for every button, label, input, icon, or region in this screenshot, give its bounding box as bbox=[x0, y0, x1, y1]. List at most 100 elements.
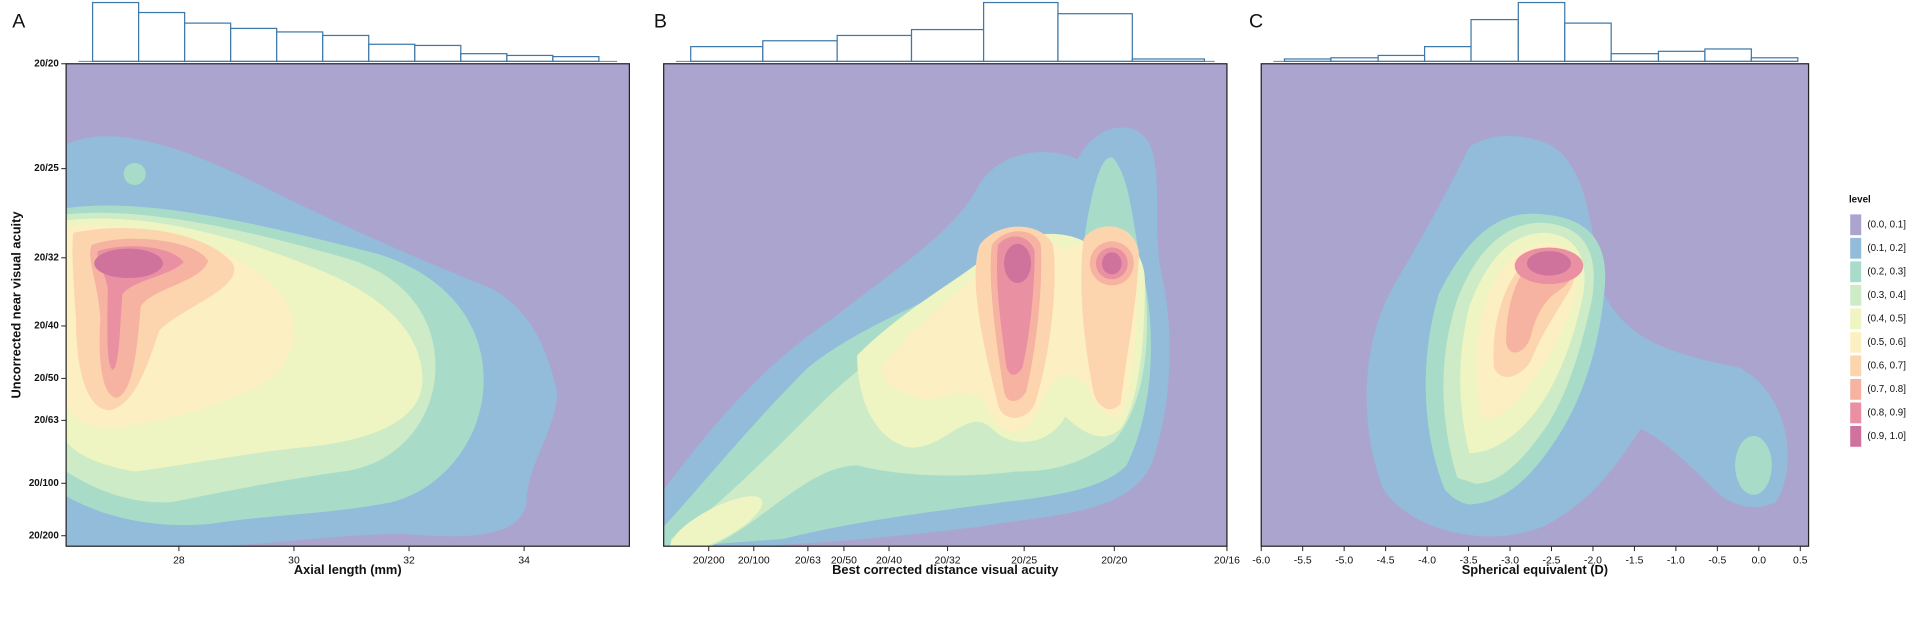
legend-label: (0.0, 0.1] bbox=[1867, 219, 1906, 230]
x-tick-label: 20/25 bbox=[1011, 556, 1037, 567]
hist-bar bbox=[1377, 54, 1426, 62]
x-tick-label: 20/40 bbox=[876, 556, 902, 567]
hist-bar bbox=[910, 28, 985, 62]
plot-frame bbox=[1260, 63, 1810, 547]
legend-swatch bbox=[1850, 355, 1862, 377]
legend-title: level bbox=[1849, 194, 1871, 205]
legend-swatch bbox=[1850, 261, 1862, 283]
x-tick-label: -6.0 bbox=[1252, 556, 1270, 567]
x-tick-label: 20/16 bbox=[1214, 556, 1240, 567]
plot-frame bbox=[65, 63, 630, 547]
hist-bar bbox=[460, 53, 508, 62]
hist-bar bbox=[230, 27, 278, 62]
x-tick-label: -2.5 bbox=[1543, 556, 1561, 567]
plot-frame bbox=[663, 63, 1228, 547]
legend-label: (0.1, 0.2] bbox=[1867, 243, 1906, 254]
legend-swatch bbox=[1850, 237, 1862, 259]
hist-bar bbox=[1470, 18, 1519, 62]
hist-bar bbox=[138, 11, 186, 62]
hist-bar bbox=[982, 1, 1059, 62]
hist-bar bbox=[322, 34, 370, 62]
contour bbox=[1735, 436, 1772, 495]
x-tick-label: -5.0 bbox=[1335, 556, 1353, 567]
legend-swatch bbox=[1850, 402, 1862, 424]
density-contours bbox=[66, 63, 630, 547]
hist-bar bbox=[414, 44, 462, 62]
x-axis-label: Axial length (mm) bbox=[294, 562, 402, 577]
y-tick-label: 20/20 bbox=[34, 58, 59, 69]
x-tick-label: 34 bbox=[518, 556, 530, 567]
contour bbox=[1102, 252, 1122, 275]
x-tick-label: 20/63 bbox=[795, 556, 821, 567]
y-tick-label: 20/63 bbox=[34, 415, 59, 426]
legend-label: (0.8, 0.9] bbox=[1867, 407, 1906, 418]
x-tick-label: 0.0 bbox=[1752, 556, 1767, 567]
hist-bar bbox=[1564, 22, 1612, 62]
legend-label: (0.5, 0.6] bbox=[1867, 337, 1906, 348]
legend-label: (0.4, 0.5] bbox=[1867, 313, 1906, 324]
hist-bar bbox=[1330, 57, 1379, 62]
panel-label: C bbox=[1249, 10, 1263, 32]
legend-swatch bbox=[1850, 214, 1862, 236]
y-tick-label: 20/25 bbox=[34, 163, 59, 174]
x-tick-label: 20/50 bbox=[831, 556, 857, 567]
legend-label: (0.3, 0.4] bbox=[1867, 290, 1906, 301]
x-tick-label: -2.0 bbox=[1584, 556, 1602, 567]
hist-bar bbox=[1423, 46, 1472, 62]
x-tick-label: 28 bbox=[173, 556, 185, 567]
hist-bar bbox=[506, 54, 554, 62]
x-tick-label: 32 bbox=[403, 556, 415, 567]
contour bbox=[123, 162, 146, 185]
hist-bar bbox=[1704, 48, 1752, 62]
legend-label: (0.2, 0.3] bbox=[1867, 266, 1906, 277]
x-tick-label: 0.5 bbox=[1793, 556, 1808, 567]
hist-bar bbox=[1750, 57, 1799, 62]
hist-bar bbox=[836, 34, 913, 62]
hist-bar bbox=[1610, 53, 1660, 62]
panel-label: A bbox=[12, 10, 26, 32]
hist-bar bbox=[91, 1, 140, 62]
x-tick-label: -3.5 bbox=[1460, 556, 1478, 567]
y-tick-label: 20/50 bbox=[34, 373, 59, 384]
hist-bar bbox=[1057, 13, 1133, 62]
contour bbox=[94, 248, 163, 279]
x-tick-label: 20/20 bbox=[1101, 556, 1127, 567]
hist-bar bbox=[762, 40, 838, 62]
hist-bar bbox=[368, 43, 416, 62]
x-tick-label: 20/100 bbox=[738, 556, 770, 567]
density-contours bbox=[663, 63, 1227, 547]
x-tick-label: -4.0 bbox=[1418, 556, 1436, 567]
contour bbox=[1004, 243, 1032, 283]
legend-swatch bbox=[1850, 331, 1862, 353]
x-tick-label: -0.5 bbox=[1708, 556, 1726, 567]
hist-bar bbox=[690, 46, 764, 62]
x-tick-label: -1.5 bbox=[1625, 556, 1643, 567]
y-axis-label: Uncorrected near visual acuity bbox=[9, 211, 24, 399]
legend-swatch bbox=[1850, 378, 1862, 400]
x-axis-label: Best corrected distance visual acuity bbox=[832, 562, 1059, 577]
x-axis-label: Spherical equivalent (D) bbox=[1462, 562, 1608, 577]
x-tick-label: 20/200 bbox=[693, 556, 725, 567]
contour bbox=[670, 496, 763, 547]
x-tick-label: -3.0 bbox=[1501, 556, 1519, 567]
y-tick-label: 20/40 bbox=[34, 321, 59, 332]
legend-swatch bbox=[1850, 284, 1862, 306]
hist-bar bbox=[1517, 1, 1566, 62]
hist-bar bbox=[276, 31, 324, 62]
hist-bar bbox=[552, 56, 600, 62]
x-tick-label: 20/32 bbox=[935, 556, 961, 567]
legend-label: (0.6, 0.7] bbox=[1867, 360, 1906, 371]
density-contours bbox=[1261, 63, 1809, 547]
y-tick-label: 20/100 bbox=[29, 478, 59, 489]
x-tick-label: -5.5 bbox=[1294, 556, 1312, 567]
y-tick-label: 20/200 bbox=[29, 530, 59, 541]
y-tick-label: 20/32 bbox=[34, 252, 59, 263]
legend-label: (0.9, 1.0] bbox=[1867, 431, 1906, 442]
legend-label: (0.7, 0.8] bbox=[1867, 384, 1906, 395]
legend-swatch bbox=[1850, 308, 1862, 330]
x-tick-label: -4.5 bbox=[1377, 556, 1395, 567]
contour bbox=[1526, 251, 1572, 276]
x-tick-label: -1.0 bbox=[1667, 556, 1685, 567]
